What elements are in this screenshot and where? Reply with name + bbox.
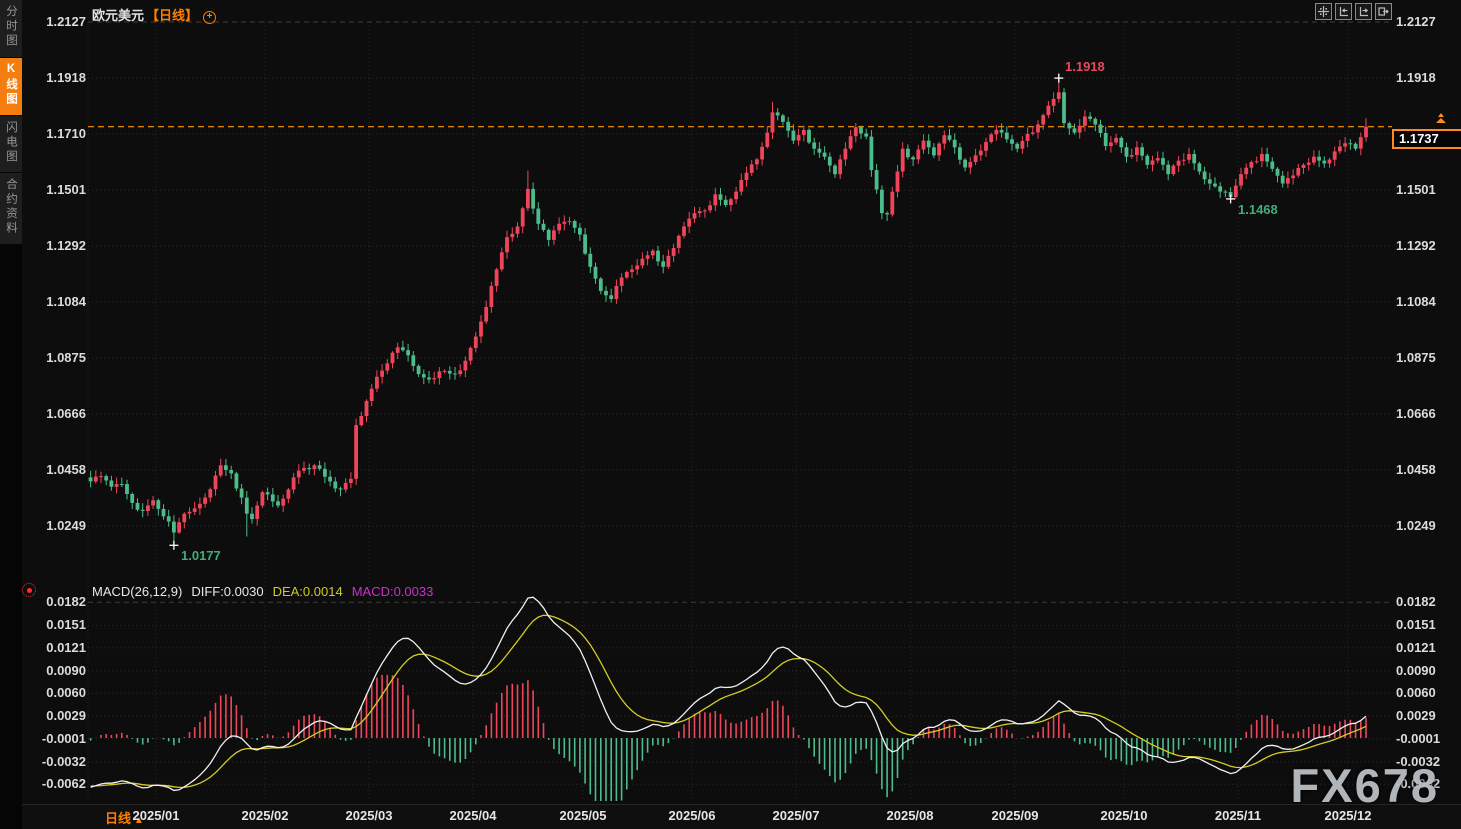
- macd-axis-label: 0.0090: [46, 663, 86, 678]
- date-label: 2025/09: [991, 808, 1039, 823]
- date-label: 2025/10: [1100, 808, 1148, 823]
- chart-toolbar: [1315, 3, 1392, 20]
- instrument-name: 欧元美元: [92, 8, 145, 23]
- price-axis-label: 1.1084: [46, 294, 86, 309]
- date-label: 2025/01: [132, 808, 180, 823]
- sidebar: 分时图 K线图 闪电图 合约资料: [0, 0, 22, 829]
- macd-axis-label: -0.0032: [41, 754, 86, 769]
- price-axis-label: 1.1501: [46, 182, 86, 197]
- sidebar-tab-contract-info[interactable]: 合约资料: [0, 173, 22, 244]
- macd-dea-value: DEA:0.0014: [272, 584, 343, 599]
- macd-axis-label: 0.0121: [46, 640, 86, 655]
- macd-axis-label: -0.0032: [1396, 754, 1441, 769]
- macd-axis-label: 0.0060: [1396, 685, 1436, 700]
- time-zoom-in-icon[interactable]: [1335, 3, 1352, 20]
- price-axis-label: 1.0458: [46, 462, 86, 477]
- macd-axis-label: -0.0062: [1396, 776, 1441, 791]
- macd-axis-label: 0.0182: [1396, 594, 1436, 609]
- macd-axis-label: -0.0001: [1396, 731, 1441, 746]
- price-axis-label: 1.0666: [1396, 406, 1436, 421]
- macd-axis-label: 0.0029: [1396, 708, 1436, 723]
- price-axis-label: 1.2127: [46, 14, 86, 29]
- price-axis-label: 1.2127: [1396, 14, 1436, 29]
- date-label: 2025/03: [345, 808, 393, 823]
- bottom-bar: 日线 ▲ 2025/01 2025/02 2025/03 2025/04 2025/05 2…: [22, 804, 1461, 829]
- date-label: 2025/07: [772, 808, 820, 823]
- date-label: 2025/02: [241, 808, 289, 823]
- sidebar-tab-lightning-chart[interactable]: 闪电图: [0, 115, 22, 172]
- macd-axis-label: 0.0151: [46, 617, 86, 632]
- restore-view-icon[interactable]: [1375, 3, 1392, 20]
- sidebar-tab-candlestick-chart[interactable]: K线图: [0, 57, 22, 115]
- price-axis-label: 1.0249: [46, 518, 86, 533]
- add-circle-icon[interactable]: +: [203, 11, 217, 24]
- current-price-tag: 1.1737: [1392, 129, 1461, 149]
- indicator-dot-icon[interactable]: [22, 583, 36, 597]
- price-axis-label: 1.1292: [46, 238, 86, 253]
- chart-title: 欧元美元 【日线】 +: [92, 5, 217, 24]
- crosshair-icon[interactable]: [1315, 3, 1332, 20]
- price-axis-label: 1.0666: [46, 406, 86, 421]
- sidebar-tab-label: 合约资料: [5, 178, 17, 236]
- price-axis-label: 1.0875: [46, 350, 86, 365]
- macd-axis-label: -0.0001: [41, 731, 86, 746]
- price-annotation: 1.1918: [1065, 59, 1105, 74]
- macd-header: MACD(26,12,9) DIFF:0.0030 DEA:0.0014 MACD:0…: [92, 584, 442, 599]
- macd-axis-label: 0.0060: [46, 685, 86, 700]
- price-up-arrows-icon: [1436, 113, 1446, 124]
- date-label: 2025/12: [1324, 808, 1372, 823]
- macd-axis-label: 0.0090: [1396, 663, 1436, 678]
- date-label: 2025/04: [449, 808, 497, 823]
- price-axis-label: 1.0249: [1396, 518, 1436, 533]
- period-tag: 【日线】: [146, 8, 199, 23]
- macd-axis-label: -0.0062: [41, 776, 86, 791]
- price-annotation: 1.0177: [181, 548, 221, 563]
- period-label-text: 日线: [105, 811, 132, 826]
- date-label: 2025/06: [668, 808, 716, 823]
- sidebar-tab-time-chart[interactable]: 分时图: [0, 0, 22, 57]
- date-label: 2025/11: [1214, 808, 1262, 823]
- sidebar-tab-label: 闪电图: [5, 120, 17, 165]
- sidebar-tab-label: 分时图: [5, 5, 17, 49]
- macd-diff-value: DIFF:0.0030: [191, 584, 264, 599]
- price-axis-label: 1.1501: [1396, 182, 1436, 197]
- time-zoom-out-icon[interactable]: [1355, 3, 1372, 20]
- macd-macd-value: MACD:0.0033: [351, 584, 434, 599]
- price-axis-label: 1.1084: [1396, 294, 1436, 309]
- watermark: FX678: [1290, 759, 1439, 812]
- sidebar-tab-label: K线图: [5, 62, 17, 107]
- price-axis-label: 1.1918: [1396, 70, 1436, 85]
- price-axis-label: 1.0875: [1396, 350, 1436, 365]
- date-label: 2025/05: [559, 808, 607, 823]
- period-selector[interactable]: 日线 ▲: [105, 808, 144, 827]
- macd-axis-label: 0.0029: [46, 708, 86, 723]
- price-axis-label: 1.1918: [46, 70, 86, 85]
- date-label: 2025/08: [886, 808, 934, 823]
- price-axis-label: 1.1710: [46, 126, 86, 141]
- macd-params: MACD(26,12,9): [92, 584, 183, 599]
- macd-axis-label: 0.0182: [46, 594, 86, 609]
- price-axis-label: 1.1292: [1396, 238, 1436, 253]
- macd-axis-label: 0.0121: [1396, 640, 1436, 655]
- macd-axis-label: 0.0151: [1396, 617, 1436, 632]
- price-annotation: 1.1468: [1238, 202, 1278, 217]
- price-axis-label: 1.0458: [1396, 462, 1436, 477]
- triangle-up-icon: ▲: [134, 815, 144, 826]
